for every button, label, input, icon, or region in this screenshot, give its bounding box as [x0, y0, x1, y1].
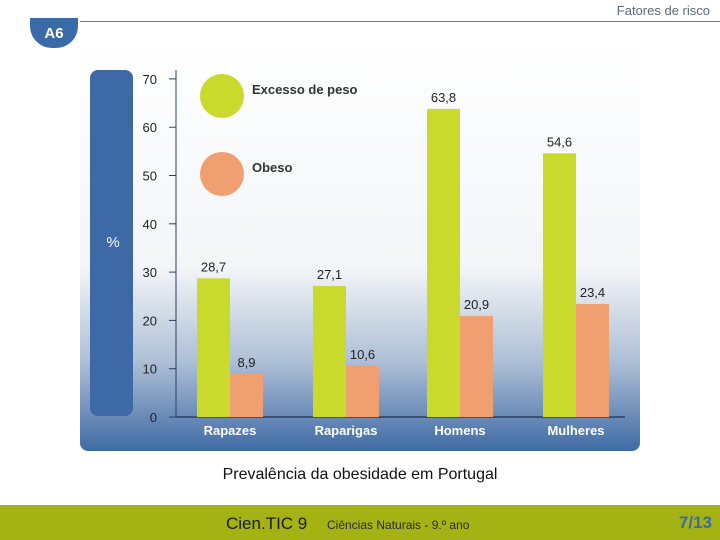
chart-panel: % 0 10 20 30 40 50 60 70 28,7 8,9 27,1 10,6 63,8 20,… [80, 44, 640, 451]
y-axis-label: % [106, 234, 119, 251]
bar-obeso-mulheres [576, 303, 609, 417]
footer-brand: Cien.TIC 9 [226, 514, 308, 533]
bar-value-label: 10,6 [350, 347, 375, 362]
footer-bar: Cien.TIC 9 Ciências Naturais - 9.º ano 7… [0, 505, 720, 540]
bar-excesso-de-peso-mulheres [543, 153, 576, 418]
footer-subtitle: Ciências Naturais - 9.º ano [327, 518, 470, 532]
bar-obeso-rapazes [230, 374, 263, 417]
y-tick-label: 0 [150, 410, 157, 425]
y-tick-label: 60 [143, 120, 157, 135]
y-tick-label: 50 [143, 169, 157, 184]
bar-value-label: 63,8 [431, 90, 456, 105]
category-label: Raparigas [315, 423, 378, 438]
page-number: 7/13 [678, 513, 712, 532]
y-tick-label: 10 [143, 362, 157, 377]
bar-excesso-de-peso-homens [427, 108, 460, 417]
y-tick-label: 40 [143, 217, 157, 232]
category-label: Rapazes [204, 423, 257, 438]
bar-obeso-raparigas [346, 365, 379, 417]
bar-excesso-de-peso-rapazes [197, 278, 230, 417]
bar-excesso-de-peso-raparigas [313, 286, 346, 417]
bar-value-label: 54,6 [547, 134, 572, 149]
slide-badge: A6 [30, 18, 78, 48]
bar-value-label: 20,9 [464, 297, 489, 312]
category-label: Mulheres [547, 423, 604, 438]
bar-value-label: 23,4 [580, 285, 605, 300]
legend-swatch-obeso [200, 152, 244, 196]
bar-obeso-homens [460, 316, 493, 417]
bar-value-label: 28,7 [201, 259, 226, 274]
legend-label: Obeso [252, 160, 293, 175]
category-label: Homens [434, 423, 485, 438]
bar-chart: % 0 10 20 30 40 50 60 70 28,7 8,9 27,1 10,6 63,8 20,… [80, 44, 640, 451]
y-tick-label: 70 [143, 72, 157, 87]
header-divider [80, 21, 720, 22]
y-tick-label: 30 [143, 265, 157, 280]
y-axis-band [90, 70, 133, 416]
bar-value-label: 8,9 [237, 355, 255, 370]
chart-caption: Prevalência da obesidade em Portugal [222, 466, 498, 483]
legend-swatch-excesso-de-peso [200, 74, 244, 118]
bar-value-label: 27,1 [317, 267, 342, 282]
legend-label: Excesso de peso [252, 82, 358, 97]
section-title: Fatores de risco [616, 3, 710, 18]
y-tick-label: 20 [143, 313, 157, 328]
